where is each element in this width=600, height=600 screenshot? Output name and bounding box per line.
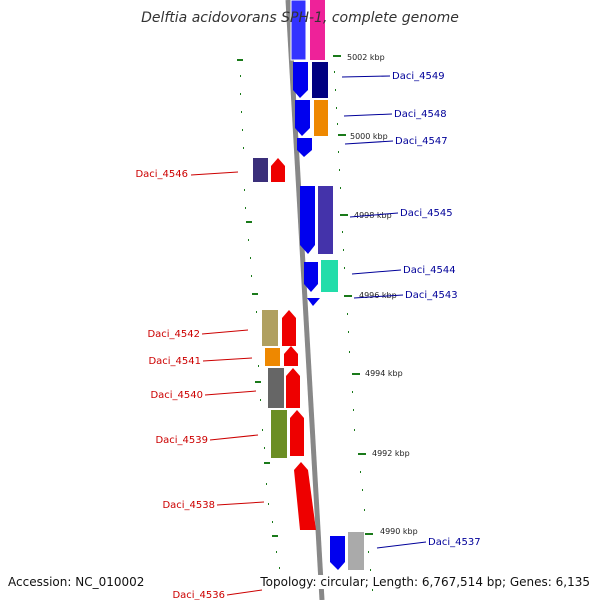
gene-feature[interactable] <box>310 0 325 60</box>
tick-label: 4996 kbp <box>359 291 397 300</box>
gene-feature[interactable] <box>294 462 316 530</box>
outer-ruler <box>333 55 373 591</box>
gene-feature[interactable] <box>271 410 287 458</box>
inner-ruler <box>237 59 280 569</box>
gene-feature[interactable] <box>282 310 296 346</box>
gene-label-daci-4547[interactable]: Daci_4547 <box>395 136 448 147</box>
gene-label-daci-4538[interactable]: Daci_4538 <box>162 500 215 511</box>
right-leaders <box>341 75 427 549</box>
gene-feature[interactable] <box>290 0 307 61</box>
gene-feature[interactable] <box>262 310 278 346</box>
gene-feature[interactable] <box>284 346 298 366</box>
tick-label: 5000 kbp <box>350 132 388 141</box>
gene-label-daci-4549[interactable]: Daci_4549 <box>392 71 445 82</box>
gene-label-daci-4542[interactable]: Daci_4542 <box>147 329 200 340</box>
gene-label-daci-4541[interactable]: Daci_4541 <box>148 356 201 367</box>
gene-feature[interactable] <box>321 260 338 292</box>
tick-label: 5002 kbp <box>347 53 385 62</box>
gene-feature[interactable] <box>300 186 315 254</box>
gene-feature[interactable] <box>295 100 310 136</box>
gene-feature[interactable] <box>253 158 268 182</box>
gene-label-daci-4540[interactable]: Daci_4540 <box>150 390 203 401</box>
gene-label-daci-4548[interactable]: Daci_4548 <box>394 109 447 120</box>
gene-feature[interactable] <box>286 368 300 408</box>
gene-label-daci-4545[interactable]: Daci_4545 <box>400 208 453 219</box>
backbone-line <box>285 0 325 600</box>
tick-label: 4992 kbp <box>372 449 410 458</box>
gene-feature[interactable] <box>318 186 333 254</box>
gene-feature[interactable] <box>330 536 345 570</box>
gene-feature[interactable] <box>304 262 318 292</box>
topology-text: Topology: circular; Length: 6,767,514 bp… <box>260 575 590 589</box>
gene-label-daci-4544[interactable]: Daci_4544 <box>403 265 456 276</box>
gene-label-daci-4543[interactable]: Daci_4543 <box>405 290 458 301</box>
map-title: Delftia acidovorans SPH-1, complete geno… <box>141 10 459 26</box>
accession-text: Accession: NC_010002 <box>8 575 145 589</box>
gene-label-daci-4546[interactable]: Daci_4546 <box>135 169 188 180</box>
gene-feature[interactable] <box>271 158 285 182</box>
tick-label: 4990 kbp <box>380 527 418 536</box>
gene-label-daci-4536[interactable]: Daci_4536 <box>172 590 225 600</box>
tick-label: 4994 kbp <box>365 369 403 378</box>
gene-feature[interactable] <box>290 410 304 456</box>
gene-feature[interactable] <box>348 532 364 570</box>
gene-features <box>253 0 364 570</box>
gene-label-daci-4537[interactable]: Daci_4537 <box>428 537 481 548</box>
gene-feature[interactable] <box>314 100 328 136</box>
gene-label-daci-4539[interactable]: Daci_4539 <box>155 435 208 446</box>
gene-feature[interactable] <box>312 62 328 98</box>
left-leaders <box>190 171 265 596</box>
gene-feature[interactable] <box>307 298 320 306</box>
gene-feature[interactable] <box>293 62 308 98</box>
gene-feature[interactable] <box>265 348 280 366</box>
gene-feature[interactable] <box>268 368 284 408</box>
gene-feature[interactable] <box>297 138 312 157</box>
